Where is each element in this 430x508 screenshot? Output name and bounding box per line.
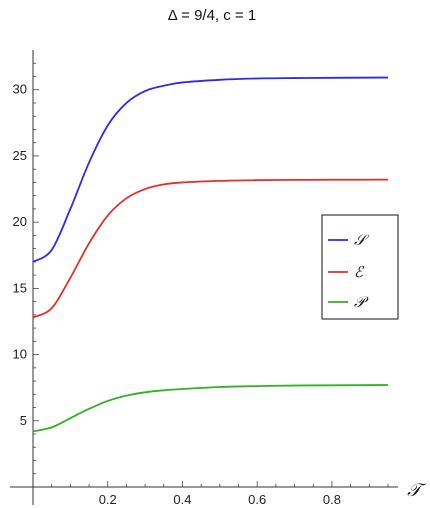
- y-tick-label: 5: [20, 413, 27, 428]
- series-line-e: [32, 178, 389, 319]
- legend: 𝒮ℰ𝒫: [321, 214, 399, 320]
- series-line-p: [32, 384, 389, 433]
- y-tick-label: 20: [13, 214, 27, 229]
- series-line-s: [32, 76, 389, 263]
- axes: [10, 50, 398, 505]
- x-tick-label: 0.2: [99, 492, 117, 507]
- y-tick-label: 30: [13, 82, 27, 97]
- legend-label: ℰ: [354, 265, 365, 281]
- series-lines: [32, 76, 389, 433]
- y-tick-label: 15: [13, 280, 27, 295]
- y-tick-label: 25: [13, 148, 27, 163]
- ticks: 5 10 15 20 25 30 0.2 0.4 0.6 0.8: [13, 62, 389, 507]
- x-tick-label: 0.6: [248, 492, 266, 507]
- x-axis-label: 𝒯: [407, 480, 426, 500]
- x-tick-label: 0.8: [323, 492, 341, 507]
- chart-title: Δ = 9/4, c = 1: [168, 7, 256, 24]
- x-tick-label: 0.4: [173, 492, 191, 507]
- y-tick-label: 10: [13, 347, 27, 362]
